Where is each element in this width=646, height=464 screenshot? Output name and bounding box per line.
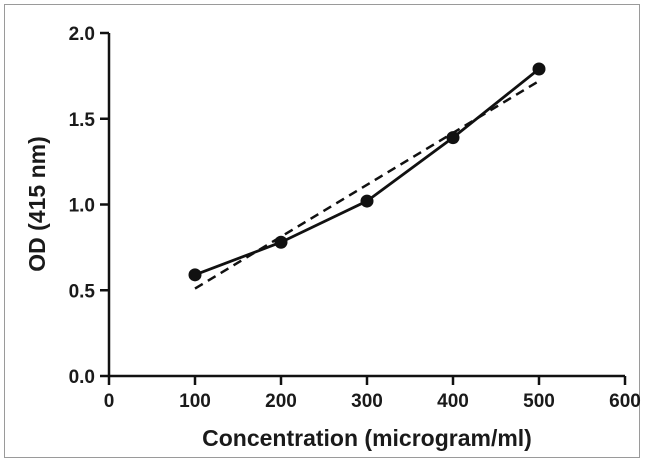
data-point [532,62,546,76]
y-tick-label: 0.0 [69,367,95,388]
x-tick-label: 400 [437,391,469,412]
y-axis-label: OD (415 nm) [24,136,50,271]
data-point [188,268,202,282]
data-point [360,194,374,208]
x-axis-label: Concentration (microgram/ml) [202,425,532,451]
x-tick-label: 100 [179,391,211,412]
y-tick-label: 0.5 [69,281,96,302]
x-tick-label: 0 [104,391,115,412]
x-tick-label: 600 [609,391,641,412]
data-point [274,235,288,249]
x-tick-label: 200 [265,391,297,412]
x-tick-label: 300 [351,391,383,412]
x-tick-label: 500 [523,391,555,412]
axes: 0.0 0.5 1.0 1.5 2.0 0 100 200 300 400 500 600 [69,24,641,412]
y-tick-label: 1.0 [69,196,95,217]
y-tick-label: 2.0 [69,24,95,45]
series-layer [188,62,546,290]
y-tick-label: 1.5 [69,110,96,131]
fit-line [194,79,540,290]
data-line [194,67,540,277]
data-point [446,131,460,145]
